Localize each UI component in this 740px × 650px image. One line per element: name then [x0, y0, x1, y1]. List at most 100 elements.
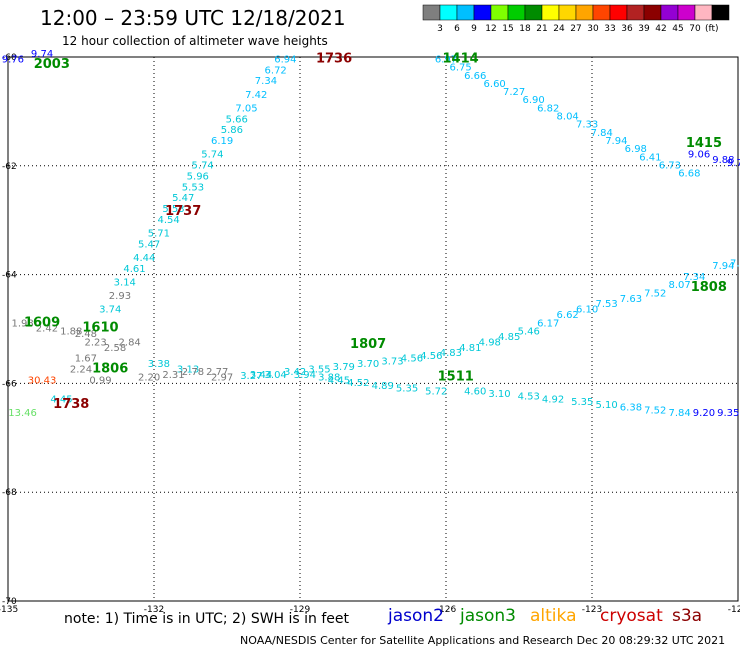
swh-value-label: 2.97 — [211, 373, 233, 384]
swh-value-label: 3.70 — [357, 359, 379, 370]
swh-value-label: 5.35 — [396, 384, 418, 395]
colorbar-tick-label: 21 — [536, 24, 547, 34]
colorbar-tick-label: 3 — [437, 24, 443, 34]
swh-value-label: 0.99 — [89, 375, 111, 386]
swh-value-label: 4.56 — [420, 351, 442, 362]
swh-value-label: 6.73 — [659, 161, 681, 172]
footer-credit: NOAA/NESDIS Center for Satellite Applica… — [240, 634, 726, 647]
y-tick-label: -66 — [2, 379, 17, 389]
swh-value-label: 4.53 — [518, 392, 540, 403]
swh-value-label: 4.89 — [372, 381, 394, 392]
swh-value-label: 3.04 — [265, 370, 287, 381]
swh-value-label: 3.42 — [284, 367, 306, 378]
swh-value-label: 2.58 — [104, 343, 126, 354]
colorbar-unit-label: (ft) — [705, 24, 719, 34]
swh-value-label: 3.44 — [250, 370, 272, 381]
swh-value-label: 3.88 — [318, 373, 340, 384]
swh-value-label: 2.20 — [138, 373, 160, 384]
swh-value-label: 5.74 — [201, 150, 223, 161]
swh-value-label: 5.47 — [172, 193, 194, 204]
colorbar-tick-label: 24 — [553, 24, 565, 34]
swh-value-label: 6.97 — [435, 54, 457, 65]
swh-value-label: 5.53 — [182, 182, 204, 193]
swh-value-label: 2.93 — [109, 291, 131, 302]
colorbar-tick-label: 33 — [604, 24, 615, 34]
colorbar-tick-label: 12 — [485, 24, 496, 34]
swh-value-label: 7.94 — [712, 261, 734, 272]
colorbar-tick-label: 42 — [655, 24, 666, 34]
swh-value-label: 6.98 — [625, 144, 647, 155]
page-subtitle: 12 hour collection of altimeter wave hei… — [62, 34, 328, 48]
swh-value-label: 7.4 — [730, 258, 740, 269]
swh-value-label: 3.73 — [381, 356, 403, 367]
swh-value-label: 6.68 — [678, 169, 700, 180]
swh-value-label: 9.78 — [727, 158, 740, 169]
track-time-label: 1736 — [316, 51, 352, 66]
swh-value-label: 7.84 — [591, 128, 613, 139]
swh-value-label: 2.77 — [206, 367, 228, 378]
track-time-label: 1807 — [350, 337, 386, 352]
swh-value-label: 1.98 — [11, 318, 33, 329]
swh-value-label: 4.45 — [328, 375, 350, 386]
colorbar-tick-label: 9 — [471, 24, 477, 34]
y-tick-label: -62 — [2, 162, 17, 172]
colorbar-swatch — [490, 4, 509, 21]
colorbar-tick-label: 27 — [570, 24, 581, 34]
colorbar-swatch — [626, 4, 645, 21]
swh-value-label: 5.71 — [148, 229, 170, 240]
colorbar-swatch — [643, 4, 662, 21]
swh-value-label: 5.66 — [226, 114, 248, 125]
x-tick-label: -132 — [144, 605, 164, 615]
page-title: 12:00 – 23:59 UTC 12/18/2021 — [40, 6, 346, 30]
swh-value-label: 1.88 — [60, 326, 82, 337]
swh-value-label: 6.19 — [211, 136, 233, 147]
colorbar-swatch — [507, 4, 526, 21]
swh-value-label: 4.54 — [157, 215, 179, 226]
colorbar-tick-label: 30 — [587, 24, 599, 34]
swh-value-label: 6.38 — [620, 403, 642, 414]
colorbar-tick-label: 39 — [638, 24, 650, 34]
swh-value-label: 7.52 — [644, 405, 666, 416]
swh-value-label: 4.85 — [498, 332, 520, 343]
swh-value-label: 2.84 — [119, 337, 141, 348]
swh-value-label: 3.79 — [333, 362, 355, 373]
swh-value-label: 5.74 — [192, 161, 214, 172]
swh-value-label: 7.42 — [245, 90, 267, 101]
footer-note: note: 1) Time is in UTC; 2) SWH is in fe… — [64, 611, 350, 627]
legend-jason3: jason3 — [460, 606, 516, 626]
swh-value-label: 3.10 — [488, 389, 510, 400]
swh-value-label: 3.27 — [240, 371, 262, 382]
swh-value-label: 4.60 — [464, 386, 486, 397]
x-tick-label: -120 — [728, 605, 740, 615]
swh-value-label: 5.47 — [138, 239, 160, 250]
legend-altika: altika — [530, 606, 577, 626]
swh-value-label: 6.17 — [537, 318, 559, 329]
track-time-label: 1737 — [165, 204, 201, 219]
swh-value-label: 3.38 — [148, 359, 170, 370]
y-tick-label: -64 — [2, 271, 17, 281]
swh-value-label: 4.92 — [542, 394, 564, 405]
track-time-label: 1738 — [53, 397, 89, 412]
swh-value-label: 4.56 — [401, 354, 423, 365]
swh-value-label: 9.35 — [717, 408, 739, 419]
track-time-label: 1610 — [82, 321, 118, 336]
swh-value-label: 9.74 — [31, 49, 53, 60]
colorbar-tick-label: 70 — [689, 24, 701, 34]
colorbar-swatch — [524, 4, 543, 21]
swh-value-label: 6.90 — [522, 95, 544, 106]
swh-value-label: 4.61 — [123, 264, 145, 275]
swh-value-label: 7.84 — [668, 408, 690, 419]
colorbar-swatch — [609, 4, 628, 21]
swh-value-label: 2.78 — [182, 367, 204, 378]
swh-value-label: 5.86 — [221, 125, 243, 136]
swh-value-label: 4.98 — [479, 337, 501, 348]
colorbar-swatch — [558, 4, 577, 21]
colorbar-swatch — [660, 4, 679, 21]
swh-value-label: 9.06 — [688, 150, 710, 161]
swh-value-label: 5.46 — [518, 326, 540, 337]
x-tick-label: -129 — [290, 605, 311, 615]
swh-value-label: 9.20 — [693, 408, 715, 419]
x-tick-label: -135 — [0, 605, 18, 615]
colorbar-swatch — [677, 4, 696, 21]
